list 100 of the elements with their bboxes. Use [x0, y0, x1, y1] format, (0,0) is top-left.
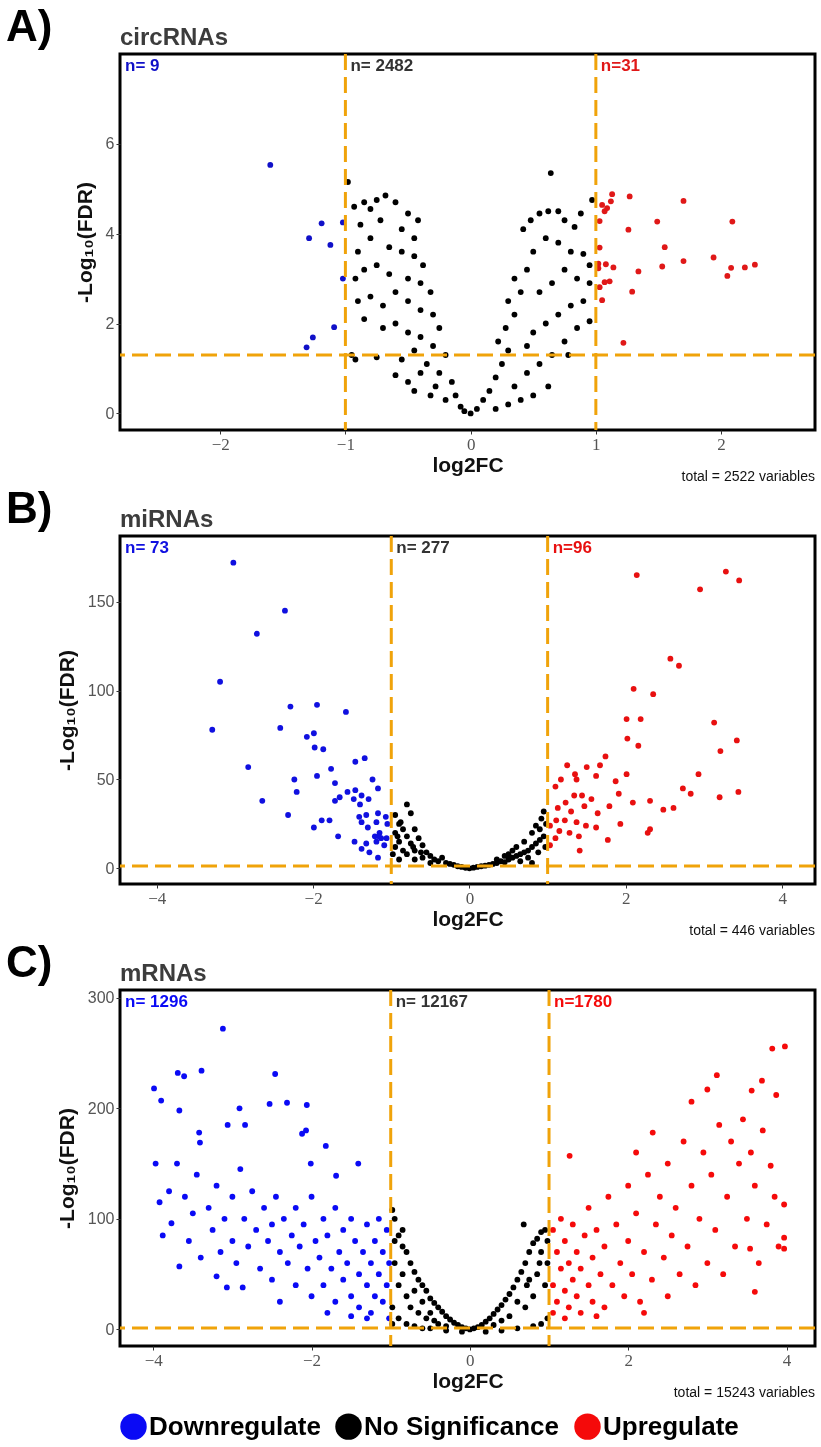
point — [599, 297, 606, 304]
point — [661, 244, 668, 251]
point — [596, 284, 603, 291]
text: total = 446 variables — [689, 922, 815, 938]
x-tick-label: 2 — [717, 434, 726, 454]
x-tick-label: −2 — [211, 434, 230, 454]
x-tick-label: 0 — [465, 888, 475, 908]
point — [373, 819, 380, 826]
point — [209, 726, 216, 733]
x-tick-label: 0 — [466, 1350, 475, 1370]
point — [625, 226, 632, 233]
point — [343, 709, 349, 715]
point — [339, 275, 346, 282]
point — [620, 339, 627, 346]
point — [626, 193, 633, 200]
point — [314, 773, 320, 779]
legend-label: No Significance — [364, 1410, 560, 1441]
y-axis-title: -Log₁₀(FDR) — [54, 650, 78, 771]
point — [724, 273, 731, 279]
chart-title: mRNAs — [120, 959, 207, 986]
point — [309, 334, 316, 341]
text: total = 2522 variables — [681, 468, 815, 484]
annotation: n= 9 — [125, 56, 160, 75]
point — [331, 324, 338, 331]
point — [303, 733, 310, 740]
point — [741, 264, 748, 271]
point — [336, 794, 343, 801]
y-tick-label: 150 — [87, 593, 115, 611]
point — [282, 607, 288, 614]
text: A) — [6, 1, 53, 50]
point — [253, 630, 260, 637]
point — [358, 845, 365, 852]
y-tick-label: 100 — [87, 682, 115, 700]
point — [596, 244, 603, 251]
y-tick-label: 4 — [105, 225, 115, 243]
point — [217, 678, 223, 685]
point — [344, 789, 351, 795]
annotation: n=1780 — [554, 992, 613, 1011]
x-tick-label: −2 — [304, 888, 323, 908]
point — [352, 787, 359, 794]
point — [318, 817, 325, 824]
point — [728, 264, 735, 271]
x-tick-label: 2 — [622, 888, 631, 908]
point — [311, 744, 318, 751]
point — [267, 162, 274, 168]
point — [366, 849, 373, 856]
y-tick-label: 6 — [105, 135, 115, 153]
x-tick-label: −4 — [144, 1350, 164, 1370]
point — [318, 220, 325, 227]
point — [602, 261, 609, 268]
y-tick-label: 200 — [87, 1099, 115, 1117]
y-axis-title: -Log₁₀(FDR) — [72, 182, 96, 303]
point — [291, 776, 298, 783]
y-axis-title: -Log₁₀(FDR) — [54, 1108, 78, 1229]
y-tick-label: 0 — [105, 404, 115, 422]
legend-label: Upregulate — [603, 1410, 739, 1441]
point — [310, 824, 317, 831]
point — [363, 840, 370, 847]
point — [596, 218, 603, 225]
point — [382, 813, 389, 820]
point — [606, 278, 613, 285]
annotation: n= 12167 — [395, 992, 469, 1011]
point — [327, 242, 334, 248]
point — [328, 765, 334, 772]
point — [375, 854, 381, 861]
x-tick-label: −2 — [303, 1350, 322, 1370]
x-tick-label: 0 — [466, 434, 476, 454]
point — [381, 842, 388, 849]
point — [363, 812, 370, 818]
point — [356, 813, 363, 820]
point — [306, 235, 313, 242]
point — [375, 785, 381, 792]
point — [629, 288, 636, 295]
point — [230, 559, 237, 566]
point — [604, 205, 611, 211]
point — [659, 263, 666, 270]
annotation: n= 2482 — [350, 56, 414, 75]
annotation: n= 73 — [125, 538, 169, 557]
point — [293, 789, 300, 795]
point — [599, 202, 606, 208]
point — [358, 819, 365, 826]
point — [277, 725, 284, 731]
x-axis-title: log2FC — [432, 452, 504, 476]
x-tick-label: −4 — [148, 888, 167, 908]
x-tick-label: 4 — [782, 1350, 792, 1370]
point — [654, 218, 661, 225]
y-tick-label: 100 — [87, 1210, 115, 1228]
point — [680, 197, 687, 204]
point — [326, 817, 333, 824]
point — [350, 796, 357, 802]
point — [287, 703, 294, 710]
point — [609, 191, 616, 198]
point — [358, 792, 365, 799]
point — [332, 797, 338, 804]
point — [369, 776, 376, 783]
point — [361, 755, 368, 762]
point — [384, 821, 391, 827]
legend-label: Downregulate — [149, 1410, 321, 1441]
point — [383, 835, 390, 842]
text: B) — [6, 483, 53, 532]
